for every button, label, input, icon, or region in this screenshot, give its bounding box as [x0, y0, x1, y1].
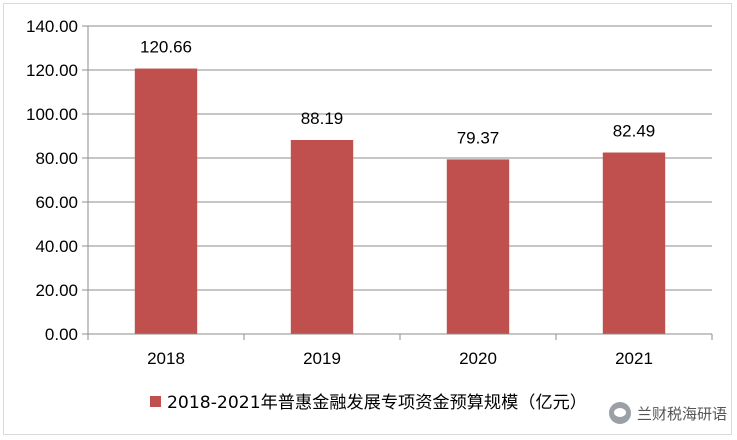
bar-2021: [602, 152, 666, 334]
bar-2018: [134, 68, 198, 334]
y-tick-label: 80.00: [35, 149, 78, 168]
y-axis-ticks: 0.00 20.00 40.00 60.00 80.00 100.00 120.00 140.…: [26, 17, 78, 344]
data-label: 79.37: [457, 128, 500, 147]
y-tick-label: 60.00: [35, 193, 78, 212]
x-tick-label: 2019: [303, 349, 341, 368]
y-tick-label: 100.00: [26, 105, 78, 124]
data-label: 120.66: [140, 38, 192, 57]
watermark-text: 兰财税海研语: [636, 404, 727, 423]
bars: [134, 68, 666, 334]
y-tick-label: 0.00: [45, 325, 78, 344]
y-tick-label: 140.00: [26, 17, 78, 36]
x-tick-label: 2021: [615, 349, 653, 368]
watermark: 兰财税海研语: [608, 402, 727, 424]
bar-2020: [446, 159, 510, 334]
x-tick-label: 2020: [459, 349, 497, 368]
y-tick-label: 120.00: [26, 61, 78, 80]
y-tick-label: 40.00: [35, 237, 78, 256]
legend-swatch: [150, 396, 161, 407]
x-axis-ticks: 2018 2019 2020 2021: [87, 333, 713, 368]
x-tick-label: 2018: [147, 349, 185, 368]
bar-2019: [290, 139, 354, 334]
data-labels: 120.66 88.19 79.37 82.49: [140, 38, 655, 148]
data-label: 82.49: [613, 122, 656, 141]
data-label: 88.19: [301, 109, 344, 128]
y-tick-label: 20.00: [35, 281, 78, 300]
legend-label: 2018-2021年普惠金融发展专项资金预算规模（亿元）: [167, 393, 587, 413]
legend: 2018-2021年普惠金融发展专项资金预算规模（亿元）: [150, 393, 587, 413]
chart-frame: [3, 3, 732, 435]
wechat-icon: [608, 402, 631, 424]
